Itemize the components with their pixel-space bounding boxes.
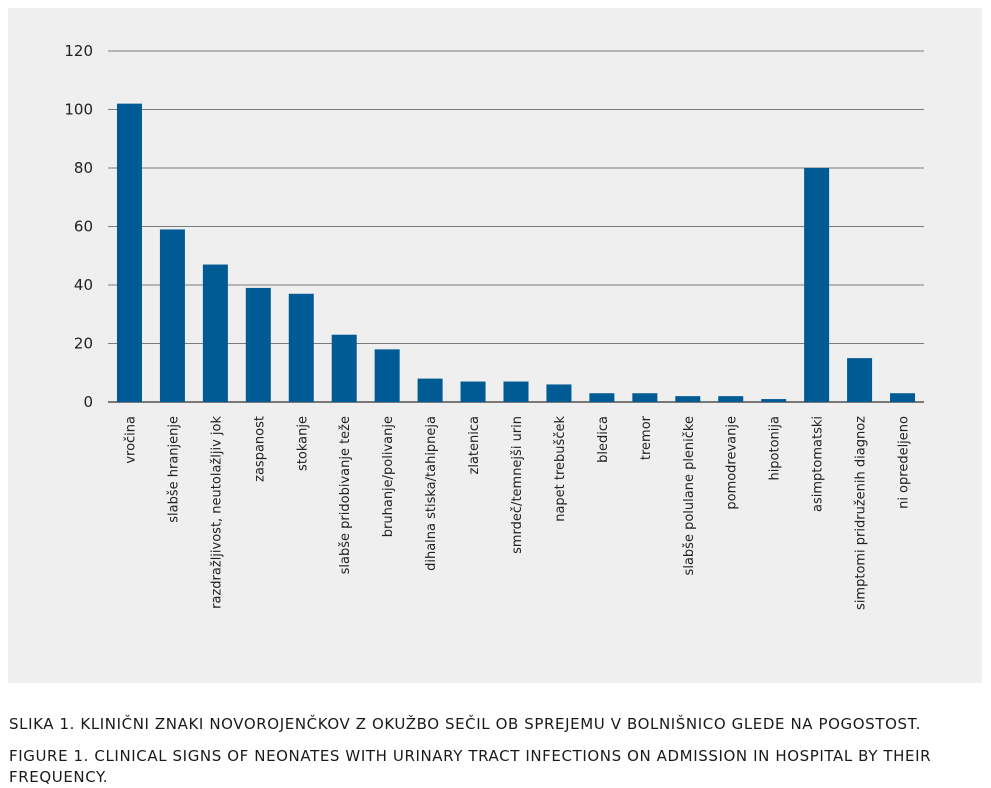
x-category-label: vročina [123,416,138,464]
bar [374,349,400,402]
y-tick-label: 40 [74,276,93,294]
caption-english: FIGURE 1. CLINICAL SIGNS OF NEONATES WIT… [9,747,932,786]
bar [417,378,443,402]
bar [159,229,185,402]
x-category-label: simptomi pridruženih diagnoz [854,416,869,610]
bar [288,293,314,402]
y-tick-label: 0 [83,393,93,411]
y-tick-label: 100 [64,101,93,119]
bar-chart: 0 20 40 60 80 100 120 vročina slabše hranjenje r… [64,42,924,610]
caption-slovenian: SLIKA 1. KLINIČNI ZNAKI NOVOROJENČKOV Z … [9,715,921,733]
bar [761,399,787,402]
x-category-label: razdražljivost, neutolažljiv jok [209,416,224,609]
bar [202,264,228,402]
x-category-label: pomodrevanje [725,416,740,510]
bar [804,168,830,402]
bar [847,358,873,402]
x-category-label: bledica [596,416,611,463]
bar [632,393,658,402]
bar [718,396,744,402]
y-tick-label: 20 [74,335,93,353]
x-category-label: bruhanje/polivanje [381,416,396,537]
x-category-label: ni opredeljeno [897,416,912,509]
y-tick-label: 60 [74,218,93,236]
x-axis-labels: vročina slabše hranjenje razdražljivost, n… [123,415,911,610]
x-category-label: asimptomatski [811,416,826,512]
y-tick-label: 80 [74,159,93,177]
bar [589,393,615,402]
x-category-label: napet trebušček [553,416,568,522]
x-category-label: smrdeč/temnejši urin [510,416,525,554]
bar [460,381,486,402]
x-category-label: slabše polulane pleničke [682,416,697,575]
x-category-label: zlatenica [467,416,482,474]
x-category-label: dihalna stiska/tahipneja [424,416,439,571]
y-tick-label: 120 [64,42,93,60]
bars [116,103,916,403]
x-category-label: slabše hranjenje [166,416,181,523]
x-category-label: hipotonija [768,416,783,481]
bar [331,334,357,402]
bar [890,393,916,402]
x-category-label: stokanje [295,416,310,471]
x-category-label: zaspanost [252,416,267,482]
bar [675,396,701,402]
x-category-label: slabše pridobivanje teže [338,416,353,574]
bar [116,103,142,403]
x-category-label: tremor [639,415,654,460]
bar [546,384,572,402]
gridlines [108,50,924,403]
bar [245,287,271,402]
y-axis-ticks: 0 20 40 60 80 100 120 [64,42,93,411]
bar [503,381,529,402]
